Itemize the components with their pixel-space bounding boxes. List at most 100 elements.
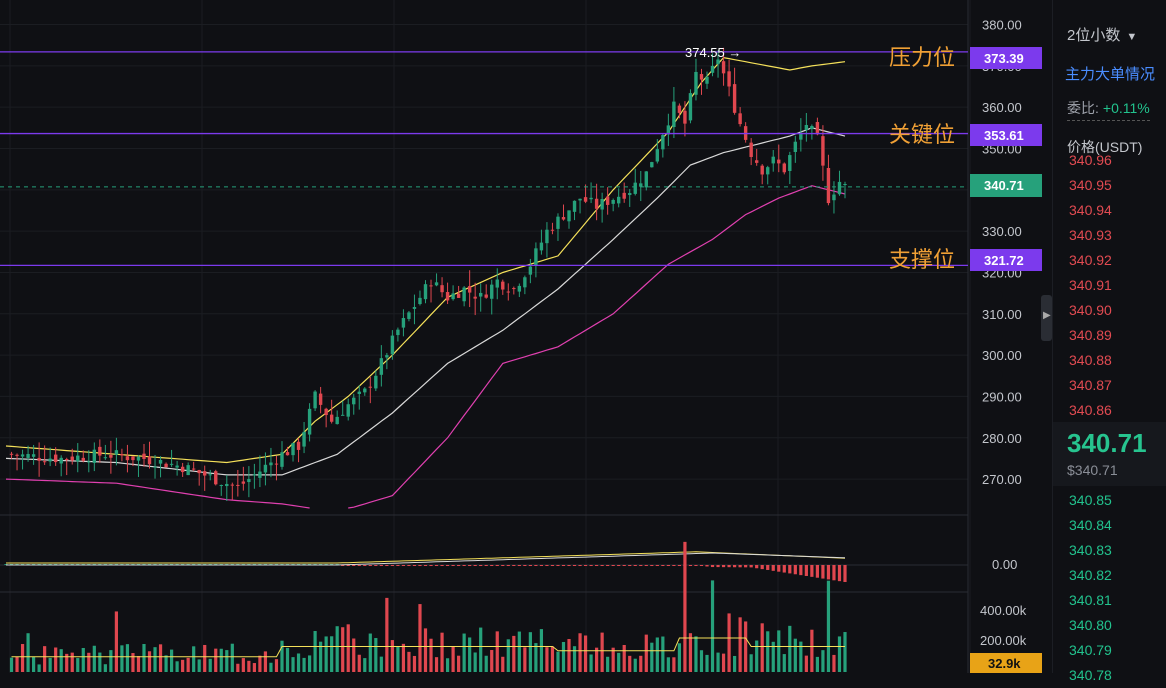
- candle-body: [517, 285, 522, 292]
- volume-bar: [506, 639, 510, 672]
- candle-body: [644, 171, 648, 188]
- candle-body: [197, 469, 201, 474]
- candle-body: [285, 452, 290, 456]
- volume-bar: [181, 659, 185, 672]
- macd-bar: [799, 565, 803, 576]
- ask-price-row[interactable]: 340.94: [1069, 202, 1112, 218]
- macd-bar: [777, 565, 781, 572]
- macd-bar: [412, 565, 417, 566]
- macd-bar: [368, 565, 372, 566]
- macd-bar: [429, 565, 433, 566]
- ask-price-row[interactable]: 340.95: [1069, 177, 1112, 193]
- macd-bar: [721, 565, 726, 568]
- candle-body: [103, 457, 108, 459]
- bid-price-row[interactable]: 340.78: [1069, 667, 1112, 683]
- volume-bar: [230, 643, 234, 672]
- candle-body: [368, 386, 373, 388]
- candle-body: [545, 229, 549, 244]
- bid-price-row[interactable]: 340.82: [1069, 567, 1112, 583]
- macd-bar: [379, 565, 383, 566]
- volume-bar: [639, 655, 643, 672]
- ask-price-row[interactable]: 340.93: [1069, 227, 1112, 243]
- macd-bar: [484, 565, 488, 566]
- candle-body: [169, 463, 174, 465]
- candle-body: [31, 454, 36, 457]
- volume-bar: [677, 643, 682, 672]
- decimals-select[interactable]: 2位小数 ▼: [1067, 24, 1137, 45]
- ask-price-row[interactable]: 340.88: [1069, 352, 1112, 368]
- volume-bar: [606, 656, 610, 672]
- volume-bar: [302, 657, 306, 672]
- candle-body: [628, 193, 632, 196]
- price-tick: 360.00: [982, 100, 1022, 115]
- macd-bar: [445, 565, 450, 566]
- volume-bar: [738, 617, 742, 672]
- macd-bar: [771, 565, 775, 571]
- ask-price-row[interactable]: 340.92: [1069, 252, 1112, 268]
- ask-price-row[interactable]: 340.89: [1069, 327, 1112, 343]
- ask-price-row[interactable]: 340.87: [1069, 377, 1112, 393]
- candle-body: [760, 165, 764, 175]
- volume-bar: [280, 640, 284, 672]
- volume-bar: [434, 657, 439, 672]
- candle-body: [495, 279, 499, 288]
- ask-price-row[interactable]: 340.86: [1069, 402, 1112, 418]
- candle-body: [142, 453, 146, 459]
- weibi-value: +0.11%: [1102, 100, 1150, 116]
- volume-bar: [788, 625, 792, 672]
- macd-bar: [595, 565, 599, 566]
- bid-price-row[interactable]: 340.80: [1069, 617, 1112, 633]
- main-order-link[interactable]: 主力大单情况: [1065, 66, 1156, 83]
- macd-bar: [650, 565, 654, 566]
- candle-body: [147, 456, 152, 465]
- candle-body: [826, 167, 831, 204]
- candle-body: [445, 292, 450, 301]
- volume-bar: [622, 644, 626, 672]
- volume-bar: [120, 645, 124, 672]
- volume-bar: [219, 648, 223, 672]
- ask-price-row[interactable]: 340.91: [1069, 277, 1112, 293]
- candle-body: [98, 446, 102, 456]
- volume-bar: [749, 654, 753, 672]
- chart-area[interactable]: 380.00370.00360.00350.00340.00330.00320.…: [0, 0, 1052, 673]
- candle-body: [15, 454, 19, 456]
- macd-bar: [744, 565, 748, 568]
- bid-price-row[interactable]: 340.85: [1069, 492, 1112, 508]
- macd-bar: [589, 565, 593, 566]
- chart-svg[interactable]: 380.00370.00360.00350.00340.00330.00320.…: [0, 0, 1052, 673]
- candle-body: [9, 453, 14, 455]
- candle-body: [506, 291, 510, 293]
- volume-bar: [832, 654, 836, 672]
- candle-body: [611, 200, 615, 204]
- panel-collapse-handle[interactable]: ▶: [1041, 295, 1052, 341]
- candle-body: [821, 136, 825, 166]
- volume-bar: [804, 655, 808, 672]
- bid-price-row[interactable]: 340.81: [1069, 592, 1112, 608]
- ask-price-row[interactable]: 340.96: [1069, 152, 1112, 168]
- macd-bar: [661, 565, 665, 566]
- candle-body: [385, 355, 389, 358]
- volume-bar: [440, 632, 444, 672]
- macd-bar: [545, 565, 549, 566]
- volume-bar: [699, 650, 704, 672]
- candle-body: [65, 459, 69, 461]
- candle-body: [788, 155, 792, 172]
- macd-bar: [490, 565, 494, 566]
- ask-price-row[interactable]: 340.90: [1069, 302, 1112, 318]
- bid-price-row[interactable]: 340.79: [1069, 642, 1112, 658]
- volume-bar: [655, 637, 659, 672]
- candle-body: [208, 474, 212, 476]
- macd-bar: [760, 565, 764, 570]
- volume-bar: [733, 655, 737, 672]
- candle-body: [20, 454, 25, 457]
- volume-bar: [418, 604, 422, 672]
- last-price: 340.71: [1067, 428, 1147, 458]
- volume-bar: [777, 630, 781, 672]
- bid-price-row[interactable]: 340.83: [1069, 542, 1112, 558]
- macd-bar: [561, 565, 566, 566]
- macd-bar: [418, 565, 422, 566]
- bid-price-row[interactable]: 340.84: [1069, 517, 1112, 533]
- ma-mid-line: [5, 127, 846, 476]
- volume-bar: [793, 638, 797, 672]
- macd-bar: [815, 565, 820, 578]
